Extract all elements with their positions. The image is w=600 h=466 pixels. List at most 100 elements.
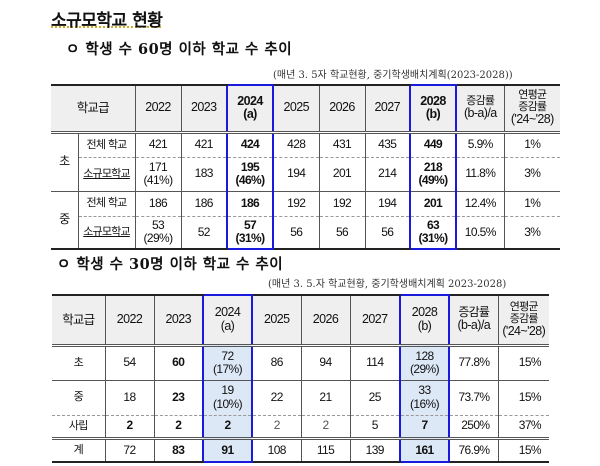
cell-2027: 194: [364, 191, 411, 217]
cell-2024: 91: [202, 438, 253, 463]
cell-2026: 201: [318, 157, 366, 192]
cell-2024: 57 (31%): [226, 216, 275, 250]
row-label: 초: [52, 345, 106, 381]
cell-2028: 161: [399, 438, 450, 463]
table-row: 중 18 23 19 (10%) 22 21 25 33 (16%) 73.7% 1…: [52, 380, 549, 416]
section1-source: (매년 3. 5자 학교현황, 중기학생배치계획(2023-2028)): [273, 70, 513, 81]
cell-2022: 421: [134, 132, 182, 158]
cell-avg: 37%: [497, 415, 549, 440]
cell-2026: 2: [300, 415, 351, 440]
cell-2027: 139: [349, 438, 401, 463]
cell-2022: 53 (29%): [134, 216, 182, 250]
cell-2024: 72 (17%): [202, 345, 253, 381]
cell-2027: 114: [349, 345, 401, 381]
cell-2026: 115: [300, 438, 351, 463]
cell-2022: 186: [134, 191, 182, 217]
cell-2028: 201: [409, 191, 458, 217]
header-row: 학교급 2022 2023 2024 (a) 2025 2026 2027 202…: [51, 84, 561, 134]
cell-2025: 194: [272, 157, 320, 192]
cell-2023: 186: [180, 191, 228, 217]
row-label: 전체 학교: [77, 132, 136, 158]
header-2023: 2023: [153, 294, 204, 347]
cell-rate: 76.9%: [448, 438, 499, 463]
cell-2023: 60: [153, 345, 204, 381]
header-2022: 2022: [104, 294, 155, 347]
cell-2028: 218 (49%): [409, 157, 458, 192]
header-2026: 2026: [318, 84, 366, 134]
row-label: 전체 학교: [77, 191, 136, 217]
header-2027: 2027: [349, 294, 401, 347]
cell-rate: 11.8%: [455, 157, 505, 192]
page-title: 소규모학교 현황: [51, 11, 163, 31]
cell-2027: 5: [349, 415, 401, 440]
cell-2025: 428: [272, 132, 320, 158]
cell-2022: 72: [104, 438, 155, 463]
row-label: 중: [52, 380, 106, 416]
section1-heading: ㅇ 학생 수 60명 이하 학교 수 추이: [66, 41, 293, 58]
cell-2023: 183: [180, 157, 228, 192]
cell-2025: 2: [251, 415, 302, 440]
cell-2022: 2: [104, 415, 155, 440]
cell-2027: 25: [349, 380, 401, 416]
row-label: 계: [52, 438, 106, 463]
cell-2028: 63 (31%): [409, 216, 458, 250]
row-label: 소규모학교: [77, 216, 136, 250]
header-2028: 2028 (b): [399, 294, 450, 347]
cell-avg: 1%: [503, 191, 561, 217]
cell-avg: 3%: [503, 216, 561, 250]
header-row: 학교급 2022 2023 2024 (a) 2025 2026 2027 202…: [52, 294, 549, 347]
cell-rate: 10.5%: [455, 216, 505, 250]
row-label: 사립: [52, 415, 106, 440]
cell-2026: 21: [300, 380, 351, 416]
header-avg: 연평균 증감률 ('24~'28): [503, 84, 561, 134]
cell-2027: 56: [364, 216, 411, 250]
row-label: 소규모학교: [77, 157, 136, 192]
cell-2028: 33 (16%): [399, 380, 450, 416]
cell-rate: 250%: [448, 415, 499, 440]
header-level: 학교급: [51, 84, 136, 134]
table-row: 소규모학교 171 (41%) 183 195 (46%) 194 201 214 …: [51, 157, 561, 192]
cell-2024: 424: [226, 132, 275, 158]
cell-2022: 171 (41%): [134, 157, 182, 192]
cell-2023: 421: [180, 132, 228, 158]
cell-2026: 56: [318, 216, 366, 250]
header-2027: 2027: [364, 84, 411, 134]
group-label-middle: 중: [51, 191, 79, 250]
header-2025: 2025: [251, 294, 302, 347]
header-2024: 2024 (a): [226, 84, 275, 134]
cell-rate: 73.7%: [448, 380, 499, 416]
cell-2025: 86: [251, 345, 302, 381]
cell-2028: 7: [399, 415, 450, 440]
cell-avg: 15%: [497, 438, 549, 463]
header-rate: 증감률 (b-a)/a: [455, 84, 505, 134]
header-avg: 연평균 증감률 ('24~'28): [497, 294, 549, 347]
cell-2026: 192: [318, 191, 366, 217]
cell-avg: 3%: [503, 157, 561, 192]
cell-2027: 435: [364, 132, 411, 158]
table-row: 소규모학교 53 (29%) 52 57 (31%) 56 56 56 63 (31%…: [51, 216, 561, 250]
table-row: 사립 2 2 2 2 2 5 7 250% 37%: [52, 415, 549, 440]
header-2025: 2025: [272, 84, 320, 134]
cell-2024: 2: [202, 415, 253, 440]
table-60-students: 학교급 2022 2023 2024 (a) 2025 2026 2027 202…: [51, 84, 561, 250]
cell-2025: 22: [251, 380, 302, 416]
header-2023: 2023: [180, 84, 228, 134]
header-2024: 2024 (a): [202, 294, 253, 347]
header-level: 학교급: [52, 294, 106, 347]
cell-2028: 128 (29%): [399, 345, 450, 381]
cell-2025: 192: [272, 191, 320, 217]
cell-rate: 77.8%: [448, 345, 499, 381]
header-2026: 2026: [300, 294, 351, 347]
header-2022: 2022: [134, 84, 182, 134]
cell-2027: 214: [364, 157, 411, 192]
cell-2023: 52: [180, 216, 228, 250]
cell-2025: 56: [272, 216, 320, 250]
cell-2024: 19 (10%): [202, 380, 253, 416]
cell-2025: 108: [251, 438, 302, 463]
table-row-total: 계 72 83 91 108 115 139 161 76.9% 15%: [52, 438, 549, 463]
cell-rate: 5.9%: [455, 132, 505, 158]
cell-2026: 431: [318, 132, 366, 158]
cell-avg: 15%: [497, 380, 549, 416]
cell-2023: 23: [153, 380, 204, 416]
cell-avg: 1%: [503, 132, 561, 158]
